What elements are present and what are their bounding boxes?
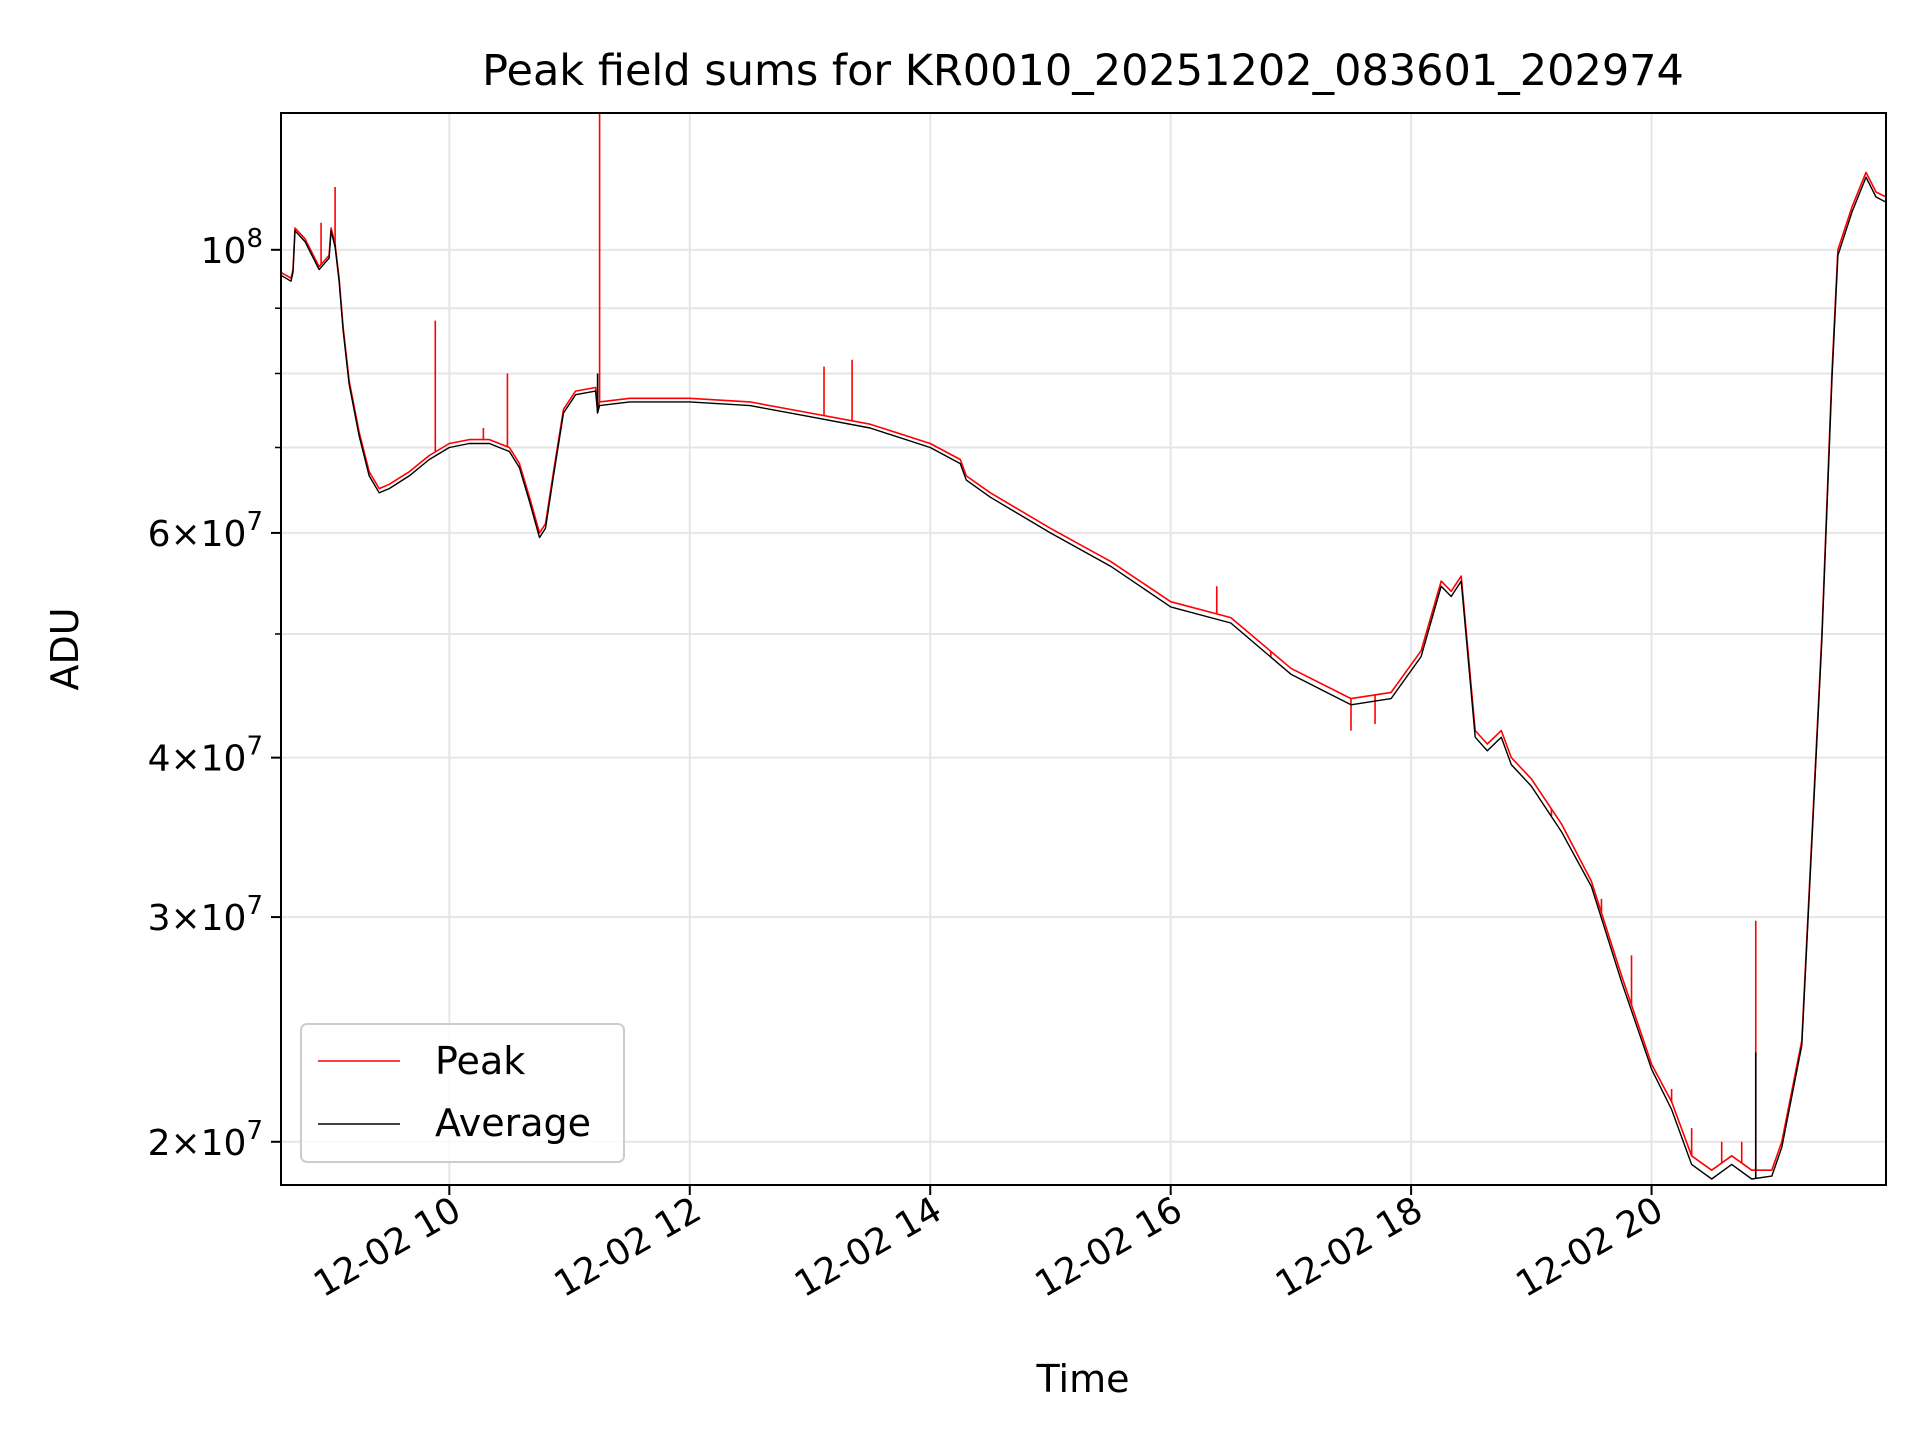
legend-label-peak: Peak bbox=[435, 1039, 525, 1083]
series-lines bbox=[281, 113, 1886, 1180]
series-average bbox=[281, 176, 1886, 1180]
plot-frame bbox=[280, 112, 1887, 1186]
y-tick-label: 6×107 bbox=[148, 507, 263, 555]
x-axis-label: Time bbox=[1036, 1357, 1130, 1401]
y-tick-label: 4×107 bbox=[148, 732, 263, 780]
y-axis-ticks: 2×107 3×107 4×107 6×107 108 bbox=[148, 224, 281, 1164]
y-tick-label: 3×107 bbox=[148, 891, 263, 939]
y-tick-label: 2×107 bbox=[148, 1116, 263, 1164]
legend-label-average: Average bbox=[435, 1101, 591, 1145]
y-axis-label: ADU bbox=[43, 607, 87, 690]
series-line-average bbox=[281, 176, 1886, 1180]
series-line-peak bbox=[281, 171, 1886, 1171]
grid bbox=[281, 113, 1886, 1185]
legend: Peak Average bbox=[300, 1023, 625, 1163]
series-peak bbox=[281, 113, 1886, 1171]
chart-title: Peak field sums for KR0010_20251202_0836… bbox=[482, 46, 1684, 96]
y-tick-label: 108 bbox=[201, 224, 263, 272]
legend-box bbox=[300, 1023, 625, 1163]
